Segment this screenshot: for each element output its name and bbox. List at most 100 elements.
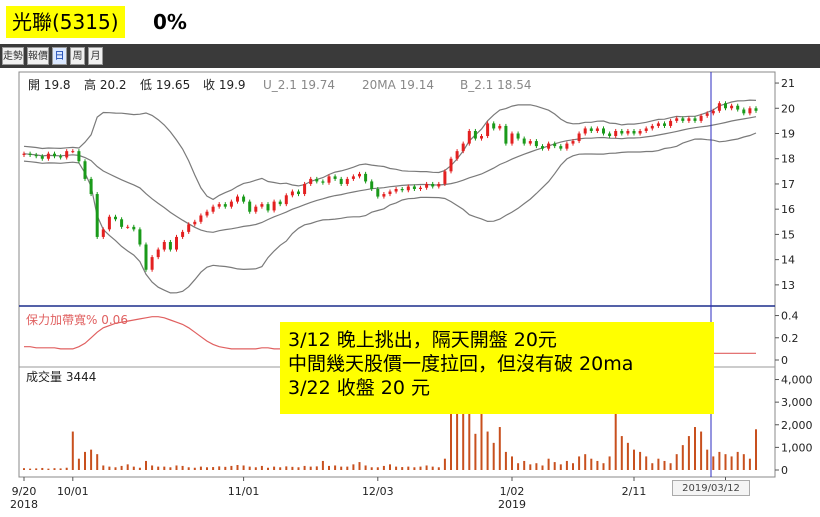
volume-bar [41,467,44,470]
volume-bar [608,456,611,470]
volume-tick-label: 3,000 [781,396,813,409]
stock-title: 光聯(5315) [6,6,125,38]
candle-body [669,120,673,126]
candle-body [412,186,416,189]
price-tick-label: 17 [781,178,795,191]
candle-body [681,118,685,121]
volume-tick-label: 4,000 [781,374,813,387]
candle-body [150,257,154,270]
candle-body [699,115,703,121]
volume-bar [572,463,574,470]
volume-bar [468,406,471,470]
band-lower-line [23,132,757,294]
volume-bar [29,468,32,470]
volume-bar [639,451,642,470]
price-tick-label: 13 [781,279,795,292]
volume-bar [511,456,513,470]
candle-body [266,204,270,211]
candle-body [95,194,99,237]
candle-body [742,109,746,114]
candle-body [687,118,691,121]
annotation-line: 中間幾天股價一度拉回，但沒有破 20ma [288,353,634,375]
candle-body [473,130,477,139]
candle-body [730,105,734,109]
tab-weekly[interactable]: 周 [70,47,85,65]
volume-bar [309,466,312,470]
candle-body [364,173,368,182]
candle-body [59,156,63,158]
volume-bar [132,466,135,470]
volume-bar [389,464,391,470]
candle-body [614,130,618,137]
candle-body [589,128,593,131]
candle-body [406,186,410,191]
volume-bar [590,458,593,470]
volume-bar [102,465,105,470]
candle-body [541,146,544,149]
x-tick-label: 11/01 [228,485,260,498]
tab-intraday[interactable]: 走勢 [2,47,24,65]
volume-bar [273,466,276,470]
price-tick-label: 19 [781,128,795,141]
volume-bar [169,467,172,470]
candle-body [620,130,624,134]
candle-body [168,241,172,250]
candle-body [455,151,459,159]
volume-tick-label: 0 [781,464,788,477]
candle-body [138,229,142,245]
candle-body [650,125,654,129]
candle-body [120,219,124,227]
candle-body [382,194,386,197]
candle-body [22,153,26,155]
x-tick-label: 12/03 [362,485,394,498]
price-tick-label: 15 [781,228,795,241]
candle-body [358,173,361,177]
volume-bar [706,449,709,470]
candle-body [675,118,679,121]
volume-bar [285,466,288,470]
candle-body [46,153,50,159]
volume-tick-label: 1,000 [781,441,813,454]
volume-bar [23,468,25,470]
annotation-box: 3/12 晚上挑出，隔天開盤 20元 中間幾天股價一度拉回，但沒有破 20ma … [280,322,714,414]
volume-bar [242,465,245,470]
candle-body [498,125,502,129]
volume-bar [718,451,721,470]
candle-body [254,206,258,212]
volume-bar [120,465,123,470]
tab-monthly[interactable]: 月 [88,47,103,65]
volume-bar [96,454,99,470]
volume-bar [480,411,483,470]
volume-bar [187,467,190,470]
volume-bar [77,458,80,470]
volume-bar [517,463,520,470]
candle-body [34,154,38,157]
volume-bar [254,467,257,470]
candle-body [217,204,221,207]
tab-quote[interactable]: 報價 [27,47,49,65]
volume-bar [651,463,654,470]
candle-body [242,196,246,202]
candle-body [595,128,599,131]
tab-daily[interactable]: 日 [52,47,67,65]
candle-body [419,187,422,189]
candle-body [583,128,587,134]
volume-bar [297,467,300,470]
x-tick-year: 2019 [498,498,526,511]
volume-bar [395,466,398,470]
candle-body [400,189,404,191]
candle-body [205,211,209,216]
volume-bar [694,427,696,470]
candle-body [510,133,514,144]
volume-bar [742,454,745,470]
volume-bar [700,431,703,470]
candle-body [187,224,191,232]
band-middle-line [23,116,757,233]
volume-bar [364,465,367,470]
info-ma20: 20MA 19.14 [362,78,434,92]
candle-body [632,130,636,134]
volume-bar [321,460,324,470]
volume-bar [53,468,56,470]
volume-bar [712,456,715,470]
